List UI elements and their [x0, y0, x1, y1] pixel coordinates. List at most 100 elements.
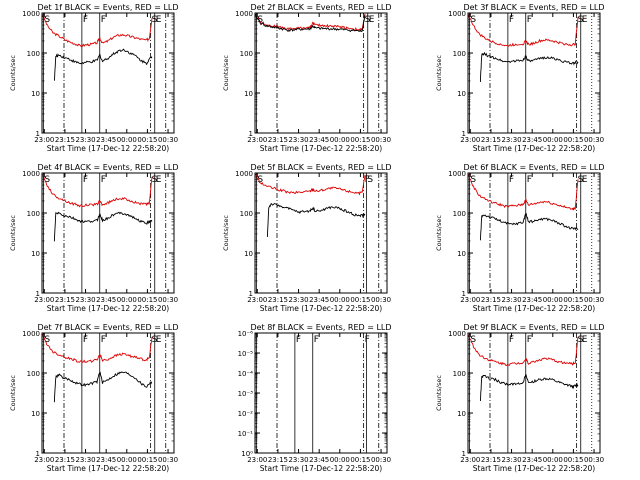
marker-label: F	[509, 175, 514, 185]
x-tick-label: 23:15	[268, 456, 288, 464]
y-tick-label: 10	[31, 90, 40, 98]
y-tick-label: 1000	[448, 330, 466, 338]
y-tick-label: 10	[31, 250, 40, 258]
x-tick-label: 00:30	[371, 296, 391, 304]
series-events-line	[53, 48, 153, 81]
series-events-line	[479, 51, 579, 83]
marker-label: F	[527, 335, 532, 345]
plot-frame	[467, 172, 601, 294]
marker-label: S	[470, 175, 476, 185]
panel-det-8f: Det 8f BLACK = Events, RED = LLD F F F 10⁰ 10…	[238, 323, 392, 473]
x-tick-label: 00:00	[330, 136, 350, 144]
x-axis-label: Start Time (17-Dec-12 22:58:20)	[47, 144, 169, 153]
x-tick-label: 23:15	[268, 296, 288, 304]
marker-label: E	[582, 175, 588, 185]
marker-label: S	[257, 15, 263, 25]
y-tick-label: 10⁻⁵	[238, 350, 254, 358]
x-tick-label: 00:30	[371, 136, 391, 144]
panel-det-6f: Det 6f BLACK = Events, RED = LLDSFFSE110…	[435, 163, 605, 313]
marker-label: F	[83, 175, 88, 185]
x-tick-label: 23:00	[34, 136, 54, 144]
x-tick-label: 23:00	[460, 296, 480, 304]
x-tick-label: 00:00	[543, 136, 563, 144]
series-events-line	[266, 203, 366, 238]
x-tick-label: 23:15	[481, 136, 501, 144]
x-axis-label: Start Time (17-Dec-12 22:58:20)	[473, 144, 595, 153]
y-tick-label: 1	[249, 130, 253, 138]
x-tick-label: 23:15	[268, 136, 288, 144]
x-tick-label: 00:30	[158, 456, 178, 464]
plot-frame	[254, 12, 388, 134]
y-axis-label: Counts/sec	[9, 375, 17, 411]
x-tick-label: 00:00	[117, 456, 137, 464]
y-tick-label: 1000	[235, 10, 253, 18]
y-tick-label: 1000	[448, 10, 466, 18]
marker-label: E	[156, 175, 162, 185]
panel-det-3f: Det 3f BLACK = Events, RED = LLDSFFSE110…	[435, 3, 605, 153]
x-tick-label: 23:15	[55, 136, 75, 144]
marker-label: S	[470, 15, 476, 25]
y-tick-label: 1	[36, 130, 40, 138]
panel-title: Det 2f BLACK = Events, RED = LLD	[250, 3, 391, 12]
series-events-line	[254, 13, 366, 33]
marker-label: S	[257, 175, 263, 185]
x-tick-label: 23:30	[501, 136, 521, 144]
y-tick-label: 10⁻²	[238, 410, 254, 418]
y-tick-label: 1000	[22, 330, 40, 338]
y-tick-label: 1	[462, 290, 466, 298]
x-tick-label: 00:00	[330, 296, 350, 304]
marker-label: F	[527, 15, 532, 25]
x-tick-label: 23:45	[522, 456, 542, 464]
x-tick-label: 23:45	[309, 456, 329, 464]
marker-label: E	[156, 335, 162, 345]
y-tick-label: 10	[244, 90, 253, 98]
x-tick-label: 23:00	[247, 296, 267, 304]
x-tick-label: 23:15	[55, 296, 75, 304]
plot-frame	[254, 172, 388, 294]
x-axis-label: Start Time (17-Dec-12 22:58:20)	[473, 304, 595, 313]
x-tick-label: 23:45	[522, 296, 542, 304]
marker-label: F	[365, 175, 370, 185]
plot-frame	[41, 332, 175, 454]
y-axis-label: Counts/sec	[9, 215, 17, 251]
marker-label: S	[44, 175, 50, 185]
y-tick-label: 100	[240, 210, 253, 218]
y-tick-label: 1	[462, 130, 466, 138]
y-tick-label: 1000	[448, 170, 466, 178]
marker-label: F	[509, 15, 514, 25]
marker-label: E	[582, 15, 588, 25]
plot-frame	[41, 12, 175, 134]
x-tick-label: 23:30	[75, 296, 95, 304]
series-events-line	[53, 211, 153, 242]
x-axis-label: Start Time (17-Dec-12 22:58:20)	[47, 304, 169, 313]
x-tick-label: 00:00	[117, 296, 137, 304]
x-tick-label: 00:30	[584, 296, 604, 304]
panel-title: Det 4f BLACK = Events, RED = LLD	[37, 163, 178, 172]
marker-label: S	[44, 15, 50, 25]
x-tick-label: 23:45	[96, 456, 116, 464]
x-tick-label: 23:45	[96, 296, 116, 304]
marker-label: F	[101, 335, 106, 345]
series-events-line	[479, 212, 579, 241]
series-lld-line	[41, 333, 153, 364]
y-tick-label: 1	[249, 290, 253, 298]
x-tick-label: 00:15	[137, 296, 157, 304]
x-tick-label: 00:30	[371, 456, 391, 464]
marker-label: F	[296, 335, 301, 345]
x-tick-label: 00:30	[158, 296, 178, 304]
y-axis-label: Counts/sec	[9, 55, 17, 91]
y-tick-label: 100	[27, 370, 40, 378]
x-axis-label: Start Time (17-Dec-12 22:58:20)	[47, 464, 169, 473]
x-tick-label: 00:00	[117, 136, 137, 144]
x-tick-label: 23:30	[501, 296, 521, 304]
x-tick-label: 23:00	[460, 136, 480, 144]
y-axis-label: Counts/sec	[435, 375, 443, 411]
x-tick-label: 23:00	[247, 136, 267, 144]
marker-label: F	[527, 175, 532, 185]
x-tick-label: 23:00	[247, 456, 267, 464]
y-tick-label: 100	[27, 210, 40, 218]
y-tick-label: 100	[27, 50, 40, 58]
marker-label: S	[44, 335, 50, 345]
marker-label: E	[156, 15, 162, 25]
